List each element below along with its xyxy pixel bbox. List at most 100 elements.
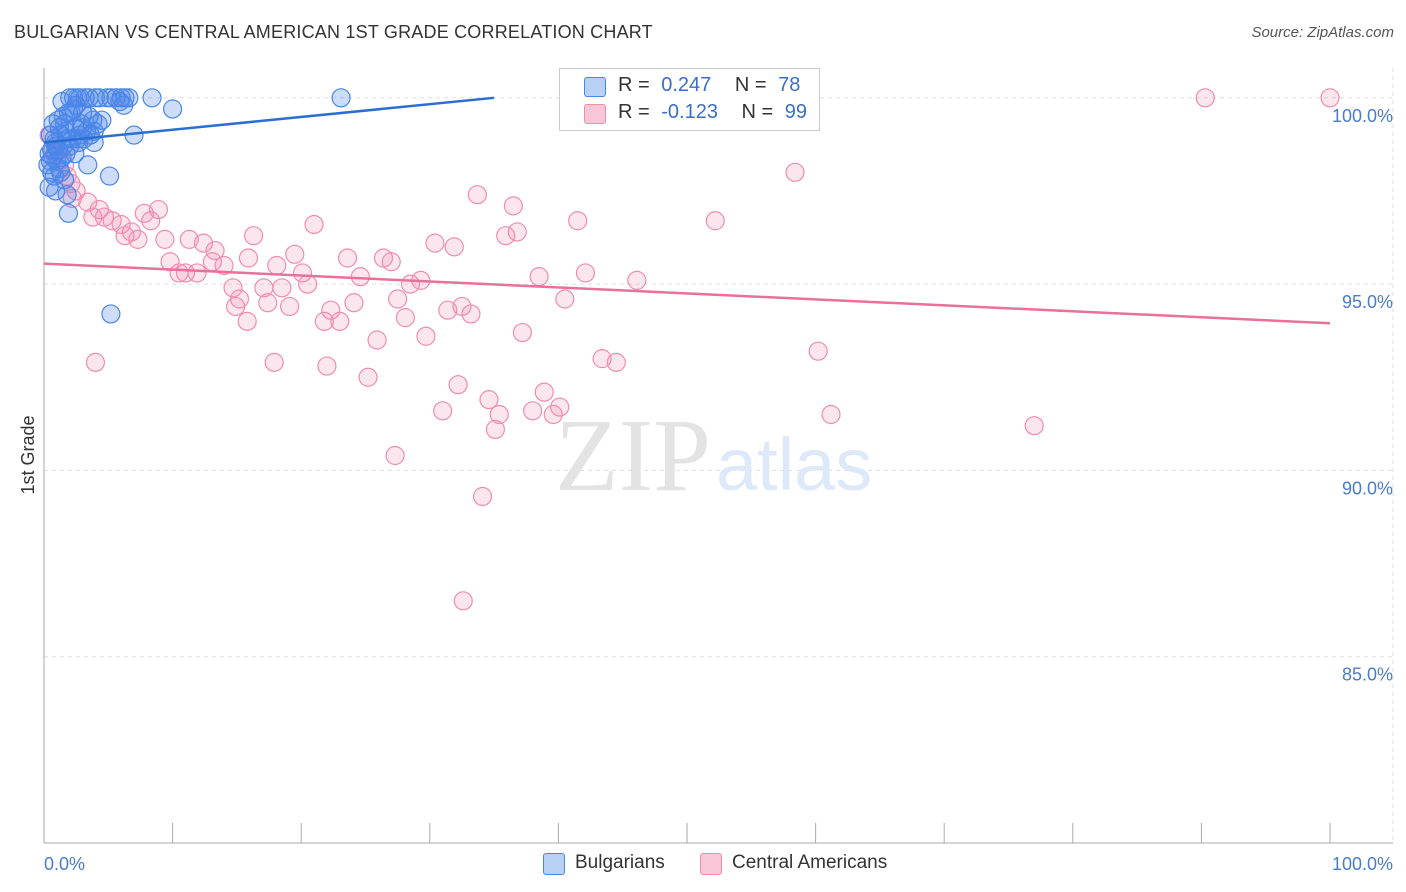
central-americans-point-57 bbox=[381, 252, 401, 272]
central-americans-point-48 bbox=[317, 356, 337, 376]
bulgarians-point-75 bbox=[52, 91, 72, 112]
legend-text-bulgarians: R = 0.247 N = 78 bbox=[618, 74, 800, 97]
central-americans-point-51 bbox=[337, 248, 358, 268]
bulgarians-point-46 bbox=[78, 155, 98, 175]
central-americans-point-14 bbox=[111, 214, 131, 235]
tick-labels: 85.0% 90.0% 95.0% 100.0% 0.0% 100.0% bbox=[44, 106, 1393, 874]
central-americans-point-95 bbox=[1195, 88, 1215, 108]
central-americans-point-91 bbox=[785, 162, 805, 182]
central-americans-point-33 bbox=[229, 289, 250, 309]
bulgarians-point-72 bbox=[65, 144, 85, 164]
y-axis-label: 1st Grade bbox=[18, 415, 38, 494]
x-tick-label-1: 100.0% bbox=[1332, 854, 1393, 874]
central-americans-point-50 bbox=[330, 311, 350, 331]
central-americans-point-38 bbox=[258, 293, 278, 313]
legend-n-label-1: N = bbox=[734, 74, 767, 96]
central-americans-point-34 bbox=[237, 311, 257, 331]
central-americans-point-21 bbox=[155, 229, 175, 249]
central-americans-point-84 bbox=[568, 211, 588, 231]
central-americans-point-88 bbox=[627, 270, 647, 290]
bulgarians-point-52 bbox=[99, 166, 120, 186]
central-americans-point-79 bbox=[529, 267, 549, 287]
central-americans-point-29 bbox=[205, 240, 225, 261]
bulgarians-point-61 bbox=[48, 110, 68, 130]
bulgarians-point-77 bbox=[43, 114, 63, 134]
bottom-legend-label-bulgarians: Bulgarians bbox=[575, 852, 665, 873]
central-americans-point-86 bbox=[592, 349, 612, 369]
central-americans-point-36 bbox=[244, 226, 264, 246]
central-americans-point-67 bbox=[448, 375, 468, 395]
central-americans-point-93 bbox=[821, 404, 841, 425]
central-americans-trend-line bbox=[43, 262, 1331, 325]
central-americans-point-58 bbox=[388, 289, 408, 309]
central-americans-point-70 bbox=[467, 185, 487, 205]
central-americans-point-96 bbox=[1320, 88, 1340, 108]
central-americans-point-8 bbox=[62, 188, 82, 209]
central-americans-point-100 bbox=[85, 352, 106, 372]
central-americans-point-92 bbox=[808, 341, 828, 361]
x-tick-label-0: 0.0% bbox=[44, 854, 85, 874]
central-americans-point-30 bbox=[214, 255, 234, 276]
central-americans-point-82 bbox=[550, 397, 570, 417]
central-americans-point-87 bbox=[606, 352, 626, 372]
bulgarians-point-15 bbox=[163, 99, 183, 119]
legend-swatch-blue bbox=[584, 77, 606, 97]
bulgarians-point-74 bbox=[119, 88, 139, 108]
chart-title: BULGARIAN VS CENTRAL AMERICAN 1ST GRADE … bbox=[14, 22, 653, 42]
central-americans-point-64 bbox=[433, 401, 453, 421]
central-americans-point-41 bbox=[272, 278, 292, 298]
central-americans-point-72 bbox=[485, 419, 505, 440]
central-americans-point-77 bbox=[512, 322, 532, 343]
central-americans-point-40 bbox=[267, 255, 287, 276]
central-americans-point-83 bbox=[555, 289, 575, 309]
central-americans-point-65 bbox=[438, 300, 458, 320]
bulgarians-point-54 bbox=[57, 185, 77, 205]
central-americans-point-42 bbox=[280, 296, 300, 317]
bulgarians-point-64 bbox=[97, 88, 117, 108]
bulgarians-point-70 bbox=[49, 159, 70, 179]
legend-r-label-2: R = bbox=[618, 101, 650, 123]
central-americans-point-78 bbox=[523, 401, 543, 421]
central-americans-point-53 bbox=[350, 267, 370, 287]
bulgarians-point-71 bbox=[39, 177, 59, 197]
central-americans-point-45 bbox=[298, 274, 318, 294]
bottom-legend-swatch-blue bbox=[543, 853, 565, 875]
central-americans-point-99 bbox=[453, 591, 473, 611]
trend-lines bbox=[43, 96, 1331, 325]
central-americans-point-18 bbox=[134, 203, 154, 223]
y-tick-label-3: 100.0% bbox=[1332, 106, 1393, 126]
bulgarians-trend-line bbox=[43, 96, 495, 144]
central-americans-point-85 bbox=[575, 263, 596, 283]
central-americans-point-71 bbox=[479, 390, 499, 410]
y-tick-label-0: 85.0% bbox=[1342, 665, 1393, 685]
legend-n-label-2: N = bbox=[741, 101, 774, 123]
central-americans-point-9 bbox=[78, 192, 98, 212]
central-americans-point-62 bbox=[416, 326, 436, 346]
central-americans-point-47 bbox=[314, 311, 334, 331]
central-americans-point-26 bbox=[187, 263, 207, 283]
central-americans-point-81 bbox=[543, 404, 563, 425]
central-americans-point-27 bbox=[193, 233, 214, 253]
central-americans-point-97 bbox=[385, 445, 405, 466]
central-americans-point-89 bbox=[705, 211, 725, 231]
legend-r-value-2: -0.123 bbox=[661, 101, 718, 123]
bulgarians-point-58 bbox=[92, 110, 112, 130]
legend-r-value-1: 0.247 bbox=[661, 74, 712, 96]
central-americans-point-19 bbox=[141, 211, 161, 231]
central-americans-point-35 bbox=[238, 248, 259, 268]
y-tick-label-2: 95.0% bbox=[1342, 292, 1393, 312]
bottom-legend-swatch-pink bbox=[700, 853, 722, 875]
central-americans-point-94 bbox=[1024, 416, 1044, 436]
legend-text-central-americans: R = -0.123 N = 99 bbox=[618, 101, 807, 124]
bulgarians-point-65 bbox=[72, 103, 93, 123]
central-americans-point-43 bbox=[285, 244, 305, 264]
bulgarians-point-56 bbox=[101, 304, 121, 324]
central-americans-point-75 bbox=[503, 196, 523, 216]
legend-swatch-pink bbox=[584, 104, 606, 124]
axes bbox=[43, 68, 1393, 844]
data-points bbox=[38, 88, 1340, 611]
y-tick-label-1: 90.0% bbox=[1342, 478, 1393, 498]
source-label: Source: ZipAtlas.com bbox=[1251, 24, 1394, 41]
legend-r-label-1: R = bbox=[618, 74, 650, 96]
central-americans-point-66 bbox=[444, 237, 464, 257]
